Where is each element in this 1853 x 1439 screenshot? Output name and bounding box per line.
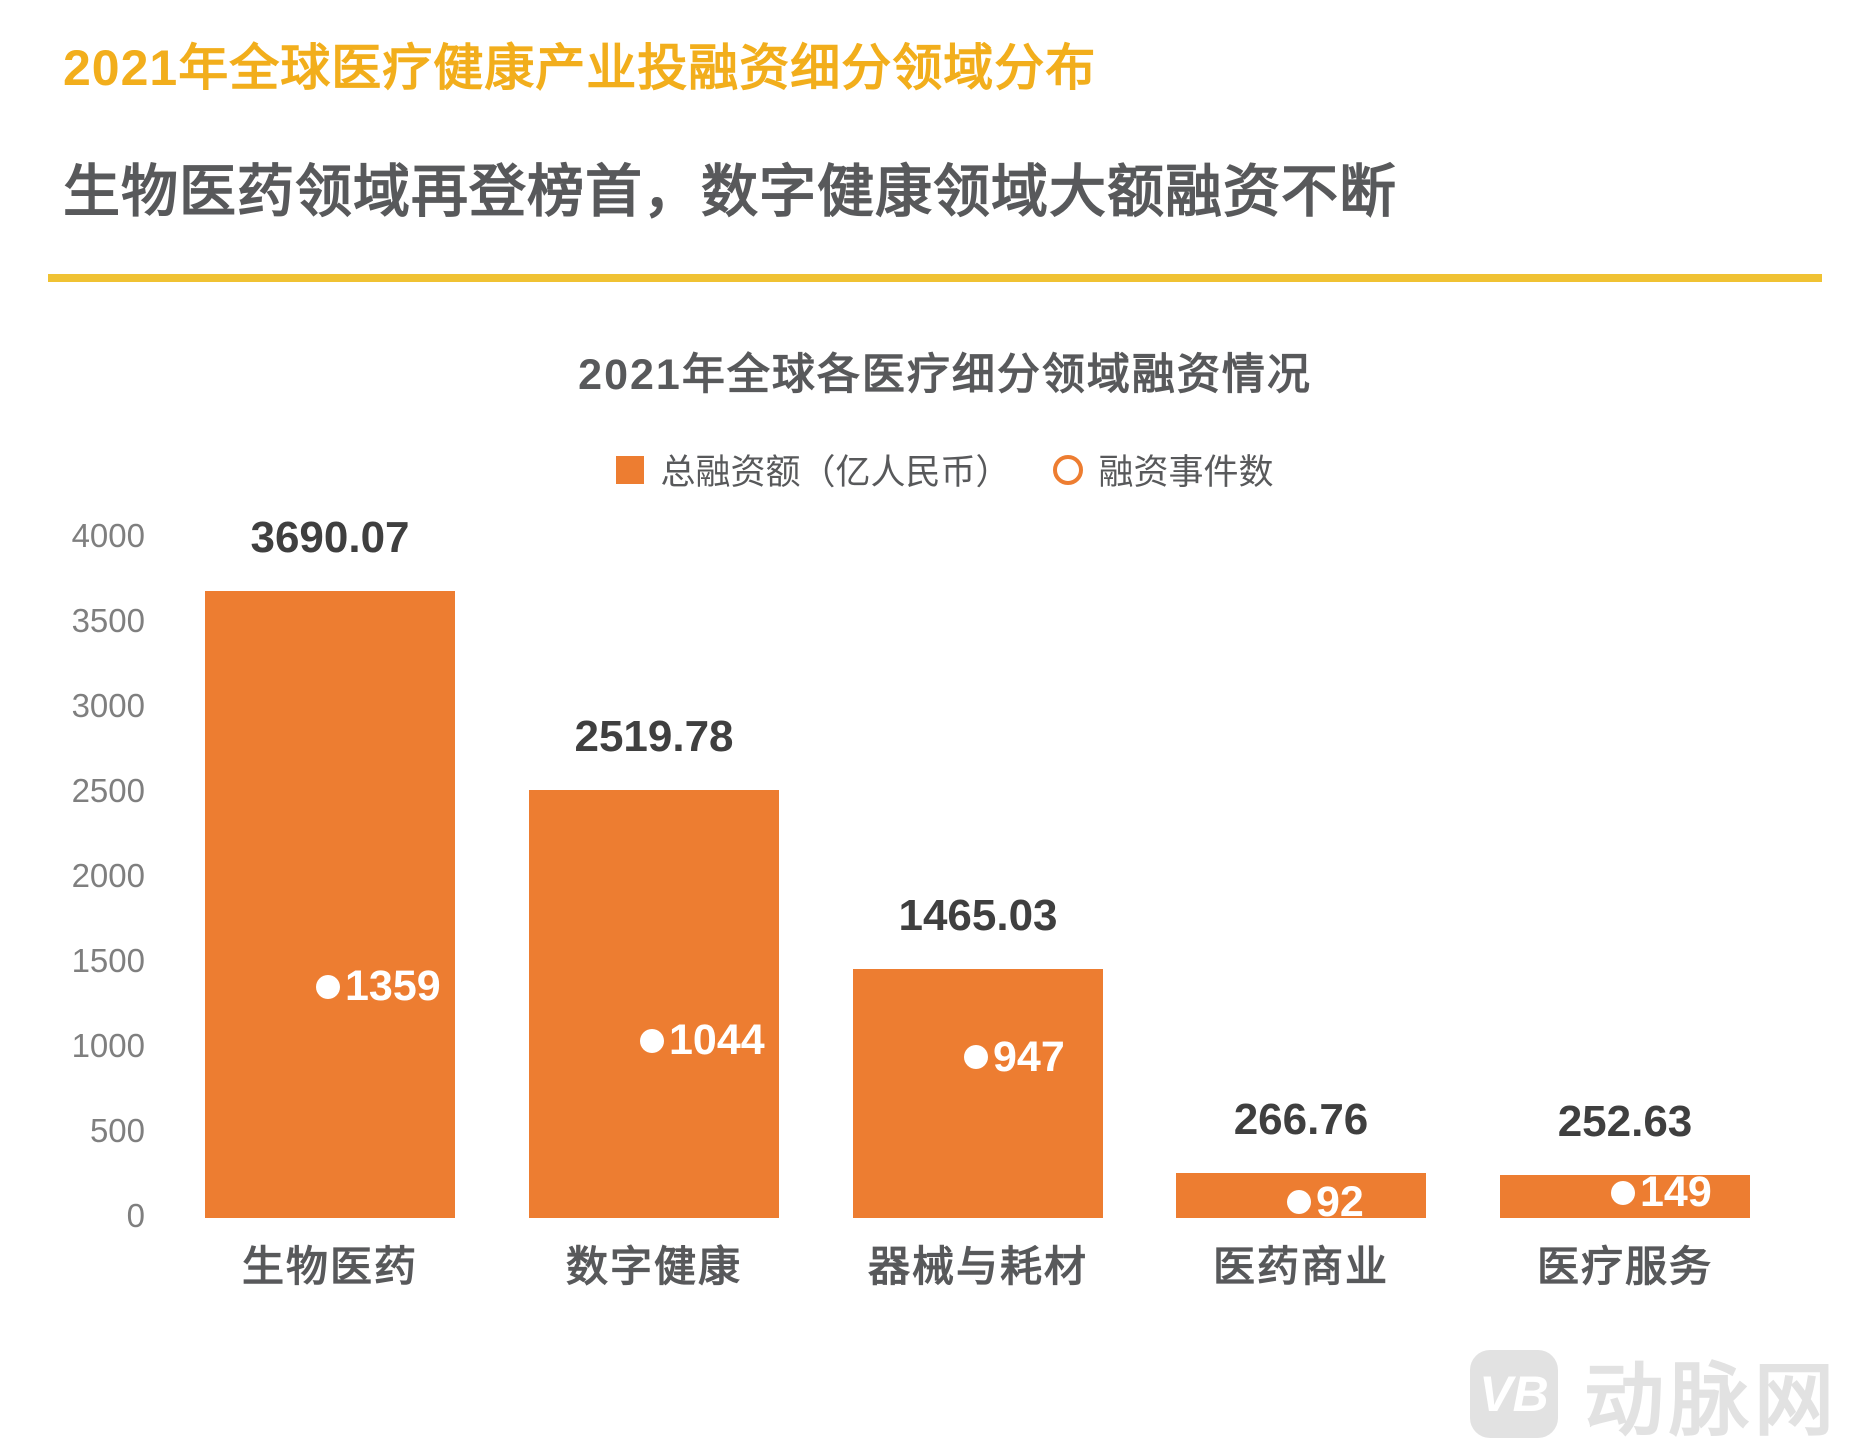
x-axis-label: 医药商业: [1212, 1243, 1389, 1290]
chart-title: 2021年全球各医疗细分领域融资情况: [578, 351, 1312, 399]
y-axis-tick-label: 3000: [71, 687, 145, 724]
divider-line: [48, 274, 1822, 282]
x-axis-label: 医疗服务: [1536, 1243, 1713, 1290]
event-count-label: 947: [993, 1032, 1065, 1081]
watermark: VB 动脉网: [1470, 1336, 1839, 1439]
event-count-marker: 149: [1611, 1167, 1712, 1219]
legend-label: 融资事件数: [1098, 453, 1274, 492]
bar: [853, 968, 1103, 1218]
scatter-dot-icon: [640, 1028, 664, 1053]
event-count-marker: 947: [964, 1031, 1065, 1083]
bar: [529, 789, 779, 1218]
bar-value-label: 1465.03: [898, 890, 1058, 940]
chart-legend: 总融资额（亿人民币） 融资事件数: [37, 444, 1853, 495]
watermark-brand: 动脉网: [1584, 1356, 1839, 1439]
bar: [205, 590, 455, 1218]
scatter-dot-icon: [316, 974, 340, 999]
legend-item-event-count: 融资事件数: [1052, 444, 1274, 495]
y-axis-tick-label: 500: [89, 1112, 145, 1149]
y-axis-tick-label: 1500: [71, 942, 145, 979]
bar-value-label: 252.63: [1557, 1097, 1693, 1147]
event-count-label: 149: [1640, 1168, 1712, 1217]
bar-value-label: 266.76: [1233, 1094, 1369, 1144]
bar-series-swatch-icon: [616, 455, 645, 484]
event-count-marker: 92: [1287, 1176, 1364, 1228]
scatter-dot-icon: [1287, 1190, 1311, 1215]
event-count-marker: 1044: [640, 1015, 765, 1067]
y-axis-tick-label: 0: [126, 1197, 145, 1234]
page-subtitle: 生物医药领域再登榜首，数字健康领域大额融资不断: [63, 160, 1397, 224]
y-axis-tick-label: 1000: [71, 1027, 145, 1064]
scatter-dot-icon: [1611, 1180, 1635, 1205]
event-count-label: 92: [1316, 1177, 1364, 1226]
event-count-label: 1359: [345, 962, 441, 1011]
y-axis-tick-label: 3500: [71, 602, 145, 639]
x-axis-label: 生物医药: [241, 1243, 418, 1290]
legend-label: 总融资额（亿人民币）: [660, 453, 1011, 492]
event-count-marker: 1359: [316, 961, 441, 1013]
legend-item-total-funding: 总融资额（亿人民币）: [616, 444, 1011, 495]
event-count-label: 1044: [669, 1016, 765, 1065]
page-title: 2021年全球医疗健康产业投融资细分领域分布: [63, 40, 1097, 96]
y-axis-tick-label: 4000: [71, 517, 145, 554]
y-axis-tick-label: 2000: [71, 857, 145, 894]
bar-value-label: 3690.07: [250, 512, 410, 562]
x-axis-label: 器械与耗材: [867, 1243, 1088, 1290]
y-axis-tick-label: 2500: [71, 772, 145, 809]
x-axis-label: 数字健康: [565, 1243, 742, 1290]
scatter-dot-icon: [964, 1045, 988, 1069]
vb-logo-icon: VB: [1470, 1350, 1558, 1438]
scatter-series-ring-icon: [1052, 454, 1083, 485]
bar-value-label: 2519.78: [574, 711, 734, 761]
